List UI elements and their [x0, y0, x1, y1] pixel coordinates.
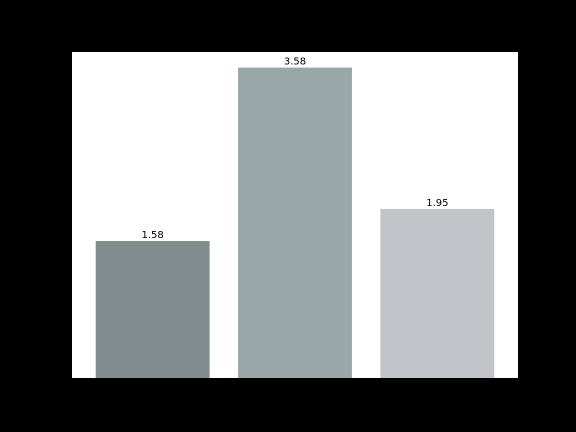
bar-2 — [238, 67, 352, 379]
bar-3-value-label: 1.95 — [426, 198, 448, 209]
bar-1-value-label: 1.58 — [142, 230, 164, 241]
bars-group — [95, 67, 495, 379]
bar-3 — [380, 208, 495, 378]
bar-1 — [95, 241, 210, 378]
data-labels-group: 1.58 3.58 1.95 — [142, 57, 449, 241]
bar-2-value-label: 3.58 — [284, 57, 306, 68]
